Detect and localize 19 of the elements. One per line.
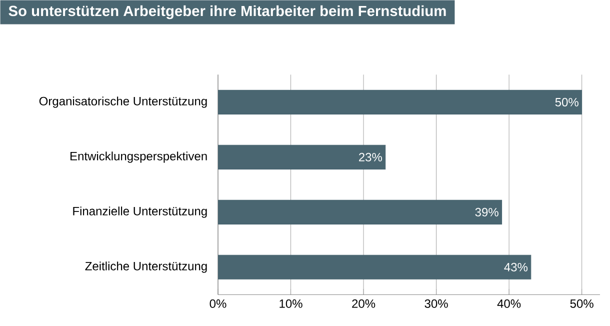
x-tick-label: 0%: [210, 299, 226, 308]
x-tick-label: 30%: [424, 299, 448, 308]
x-tick-label: 50%: [570, 299, 594, 308]
x-tick-label: 20%: [352, 299, 376, 308]
bar: [218, 200, 502, 224]
x-tick-label: 10%: [280, 299, 302, 308]
bar: [218, 254, 532, 280]
chart-title: So unterstützen Arbeitgeber ihre Mitarbeiter beim Fernstudium: [8, 5, 446, 20]
bar: [218, 144, 386, 170]
data-label: 43%: [504, 262, 528, 272]
y-tick-label: Organisatorische Unterstützung: [39, 96, 207, 108]
y-tick-label: Entwicklungsperspektiven: [70, 152, 207, 163]
y-tick-label: Zeitliche Unterstützung: [85, 262, 207, 273]
x-tick-label: 40%: [497, 299, 521, 308]
data-label: 39%: [475, 208, 498, 216]
data-label: 50%: [555, 98, 578, 106]
y-tick-label: Finanzielle Unterstützung: [73, 206, 207, 218]
data-label: 23%: [359, 152, 382, 162]
bar: [218, 90, 582, 114]
